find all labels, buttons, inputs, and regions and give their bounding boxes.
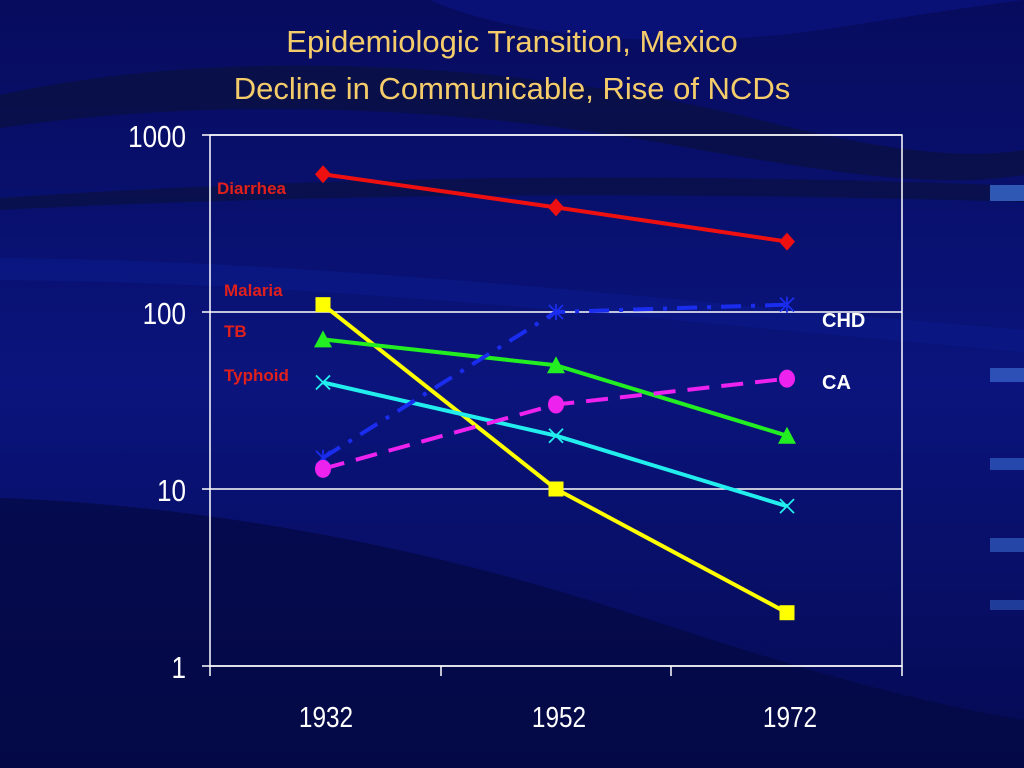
series-tb [314, 330, 796, 444]
x-bar-marker [779, 296, 795, 313]
diamond-marker [315, 165, 331, 184]
x-bar-marker [548, 304, 564, 320]
series-label-ca: CA [822, 372, 851, 394]
series-label-tb: TB [224, 322, 247, 341]
series-label-malaria: Malaria [224, 281, 283, 300]
y-tick-label: 100 [143, 297, 186, 332]
slide-title-line-1: Epidemiologic Transition, Mexico [286, 24, 738, 59]
series-chd [315, 296, 795, 466]
series-line [322, 376, 788, 471]
triangle-marker [314, 330, 332, 348]
series-line [321, 303, 788, 615]
circle-marker [315, 459, 331, 478]
square-marker [315, 297, 331, 313]
x-tick-label: 1952 [532, 701, 586, 733]
x-marker [548, 428, 564, 444]
diamond-marker [779, 232, 795, 251]
y-tick-label: 10 [157, 474, 186, 509]
x-marker [779, 498, 795, 514]
square-marker [548, 481, 564, 497]
triangle-marker [547, 356, 565, 374]
series-malaria [315, 297, 795, 621]
x-tick-label: 1932 [299, 701, 353, 733]
x-marker [315, 374, 331, 391]
series-diarrhea [315, 165, 795, 251]
series-label-diarrhea: Diarrhea [217, 179, 287, 198]
triangle-marker [778, 426, 796, 444]
series-label-chd: CHD [822, 310, 865, 332]
y-tick-label: 1 [172, 651, 186, 686]
series-ca [315, 369, 795, 478]
series-layer [314, 165, 796, 621]
slide-title-line-2: Decline in Communicable, Rise of NCDs [233, 71, 791, 106]
axes: 1 10 100 1000 1932 1952 1972 [128, 120, 903, 733]
series-labels: Diarrhea Malaria TB Typhoid CHD CA [217, 179, 865, 394]
series-typhoid [315, 374, 795, 514]
diamond-marker [548, 198, 564, 217]
series-label-typhoid: Typhoid [224, 366, 289, 385]
square-marker [779, 605, 795, 621]
series-line [322, 337, 788, 438]
circle-marker [548, 395, 564, 414]
plot-frame [209, 134, 903, 667]
x-tick-label: 1972 [763, 701, 817, 733]
circle-marker [779, 369, 795, 388]
y-tick-label: 1000 [128, 120, 186, 155]
